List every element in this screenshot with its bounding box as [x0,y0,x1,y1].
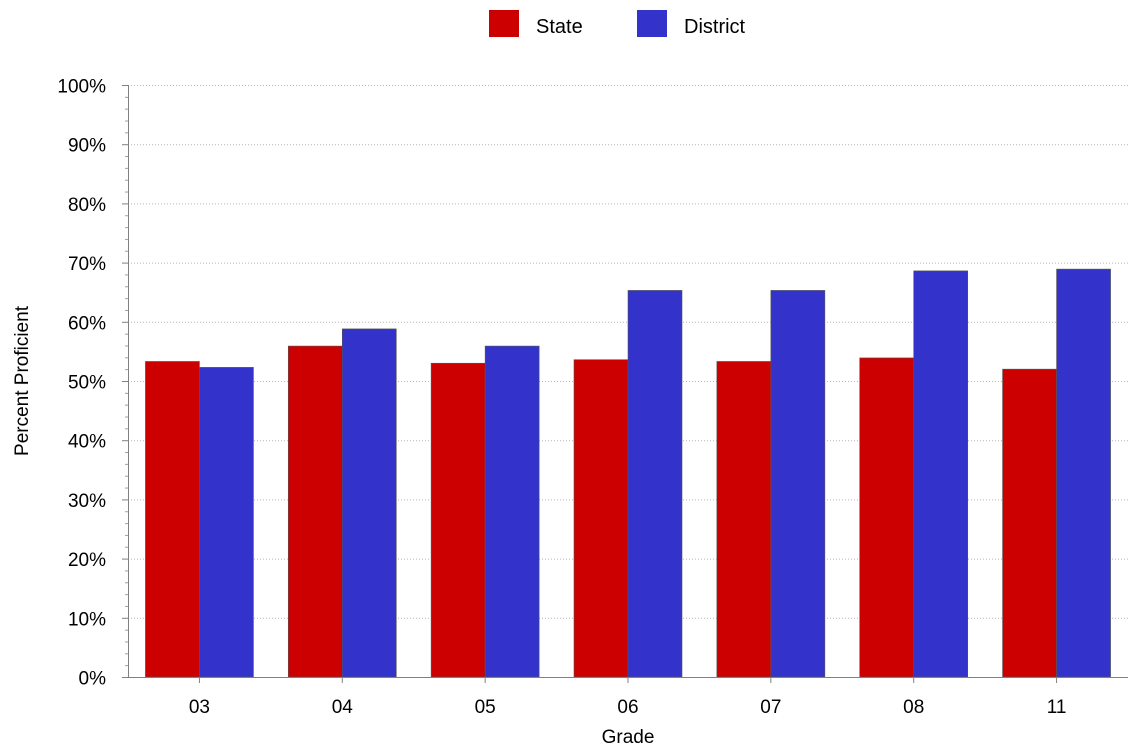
bar-district-07 [770,290,826,678]
y-tick-label: 100% [57,77,106,98]
bar-district-08 [913,270,969,678]
y-tick-label: 20% [68,550,106,571]
x-tick-label: 03 [189,697,210,718]
y-tick-label: 60% [68,313,106,334]
y-axis-ticks: 0% 10% 20% 30% 40% 50% 60% 70% 80% 90% 100% [57,77,128,690]
y-tick-label: 10% [68,609,106,630]
x-tick-label: 05 [475,697,496,718]
bar-district-06 [627,290,683,678]
legend-swatch-district [637,10,667,37]
bar-district-05 [484,345,540,678]
chart-legend: State District [489,10,746,38]
x-tick-label: 11 [1047,697,1067,718]
x-axis-title: Grade [602,727,655,748]
x-tick-label: 06 [617,697,638,718]
y-tick-label: 40% [68,432,106,453]
y-tick-label: 70% [68,254,106,275]
y-tick-label: 90% [68,136,106,157]
bar-state-07 [716,361,772,678]
bar-state-05 [430,362,486,678]
bar-state-08 [859,357,915,678]
bars [145,268,1111,678]
y-tick-label: 50% [68,373,106,394]
bar-district-03 [199,367,254,678]
bar-state-06 [573,359,629,678]
y-tick-label: 80% [68,195,106,216]
x-axis-ticks: 03 04 05 06 07 08 11 [189,677,1067,718]
x-tick-label: 07 [760,697,781,718]
x-tick-label: 08 [903,697,924,718]
bar-state-04 [287,345,343,678]
bar-district-11 [1056,268,1111,678]
y-tick-label: 0% [79,669,107,690]
legend-label-state: State [536,16,583,38]
legend-label-district: District [684,16,746,38]
x-tick-label: 04 [332,697,354,718]
bar-state-11 [1002,368,1057,678]
y-tick-label: 30% [68,491,106,512]
y-axis-title: Percent Proficient [12,305,33,456]
legend-swatch-state [489,10,519,37]
bar-state-03 [145,361,200,678]
bar-district-04 [341,328,397,678]
